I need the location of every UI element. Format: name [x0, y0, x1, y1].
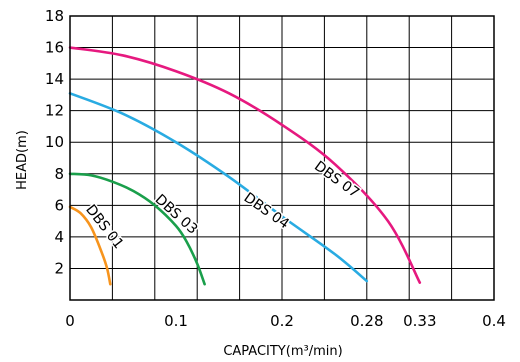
series-line-dbs-04	[68, 92, 369, 283]
y-tick-label: 6	[54, 196, 64, 214]
x-tick-label: 0.33	[403, 312, 436, 330]
x-tick-label: 0.2	[270, 312, 294, 330]
x-tick-label: 0.28	[350, 312, 383, 330]
y-tick-label: 14	[45, 70, 64, 88]
y-tick-label: 16	[45, 39, 64, 57]
x-axis-label: CAPACITY(m³/min)	[223, 344, 342, 359]
series-line-dbs-03	[68, 172, 206, 286]
series-lines	[68, 46, 422, 286]
x-tick-label: 0.1	[164, 312, 188, 330]
y-tick-label: 18	[45, 7, 64, 25]
grid	[70, 16, 494, 300]
y-tick-label: 8	[54, 165, 64, 183]
series-line-dbs-01	[68, 205, 112, 286]
y-tick-label: 2	[54, 259, 64, 277]
series-label-dbs-04: DBS 04	[241, 190, 292, 233]
x-tick-label: 0	[65, 312, 75, 330]
y-axis-label: HEAD(m)	[15, 130, 30, 190]
plot-frame	[69, 15, 495, 301]
x-tick-label: 0.4	[482, 312, 506, 330]
series-label-dbs-01: DBS 01	[82, 202, 126, 252]
y-tick-labels: 2 4 6 8 10 12 14 16 18	[45, 7, 64, 277]
series-line-dbs-07	[68, 46, 422, 284]
y-tick-label: 12	[45, 102, 64, 120]
x-tick-labels: 0 0.1 0.2 0.28 0.33 0.4	[65, 312, 506, 330]
y-tick-label: 10	[45, 133, 64, 151]
series-label-dbs-03: DBS 03	[152, 192, 201, 238]
y-tick-label: 4	[54, 228, 64, 246]
